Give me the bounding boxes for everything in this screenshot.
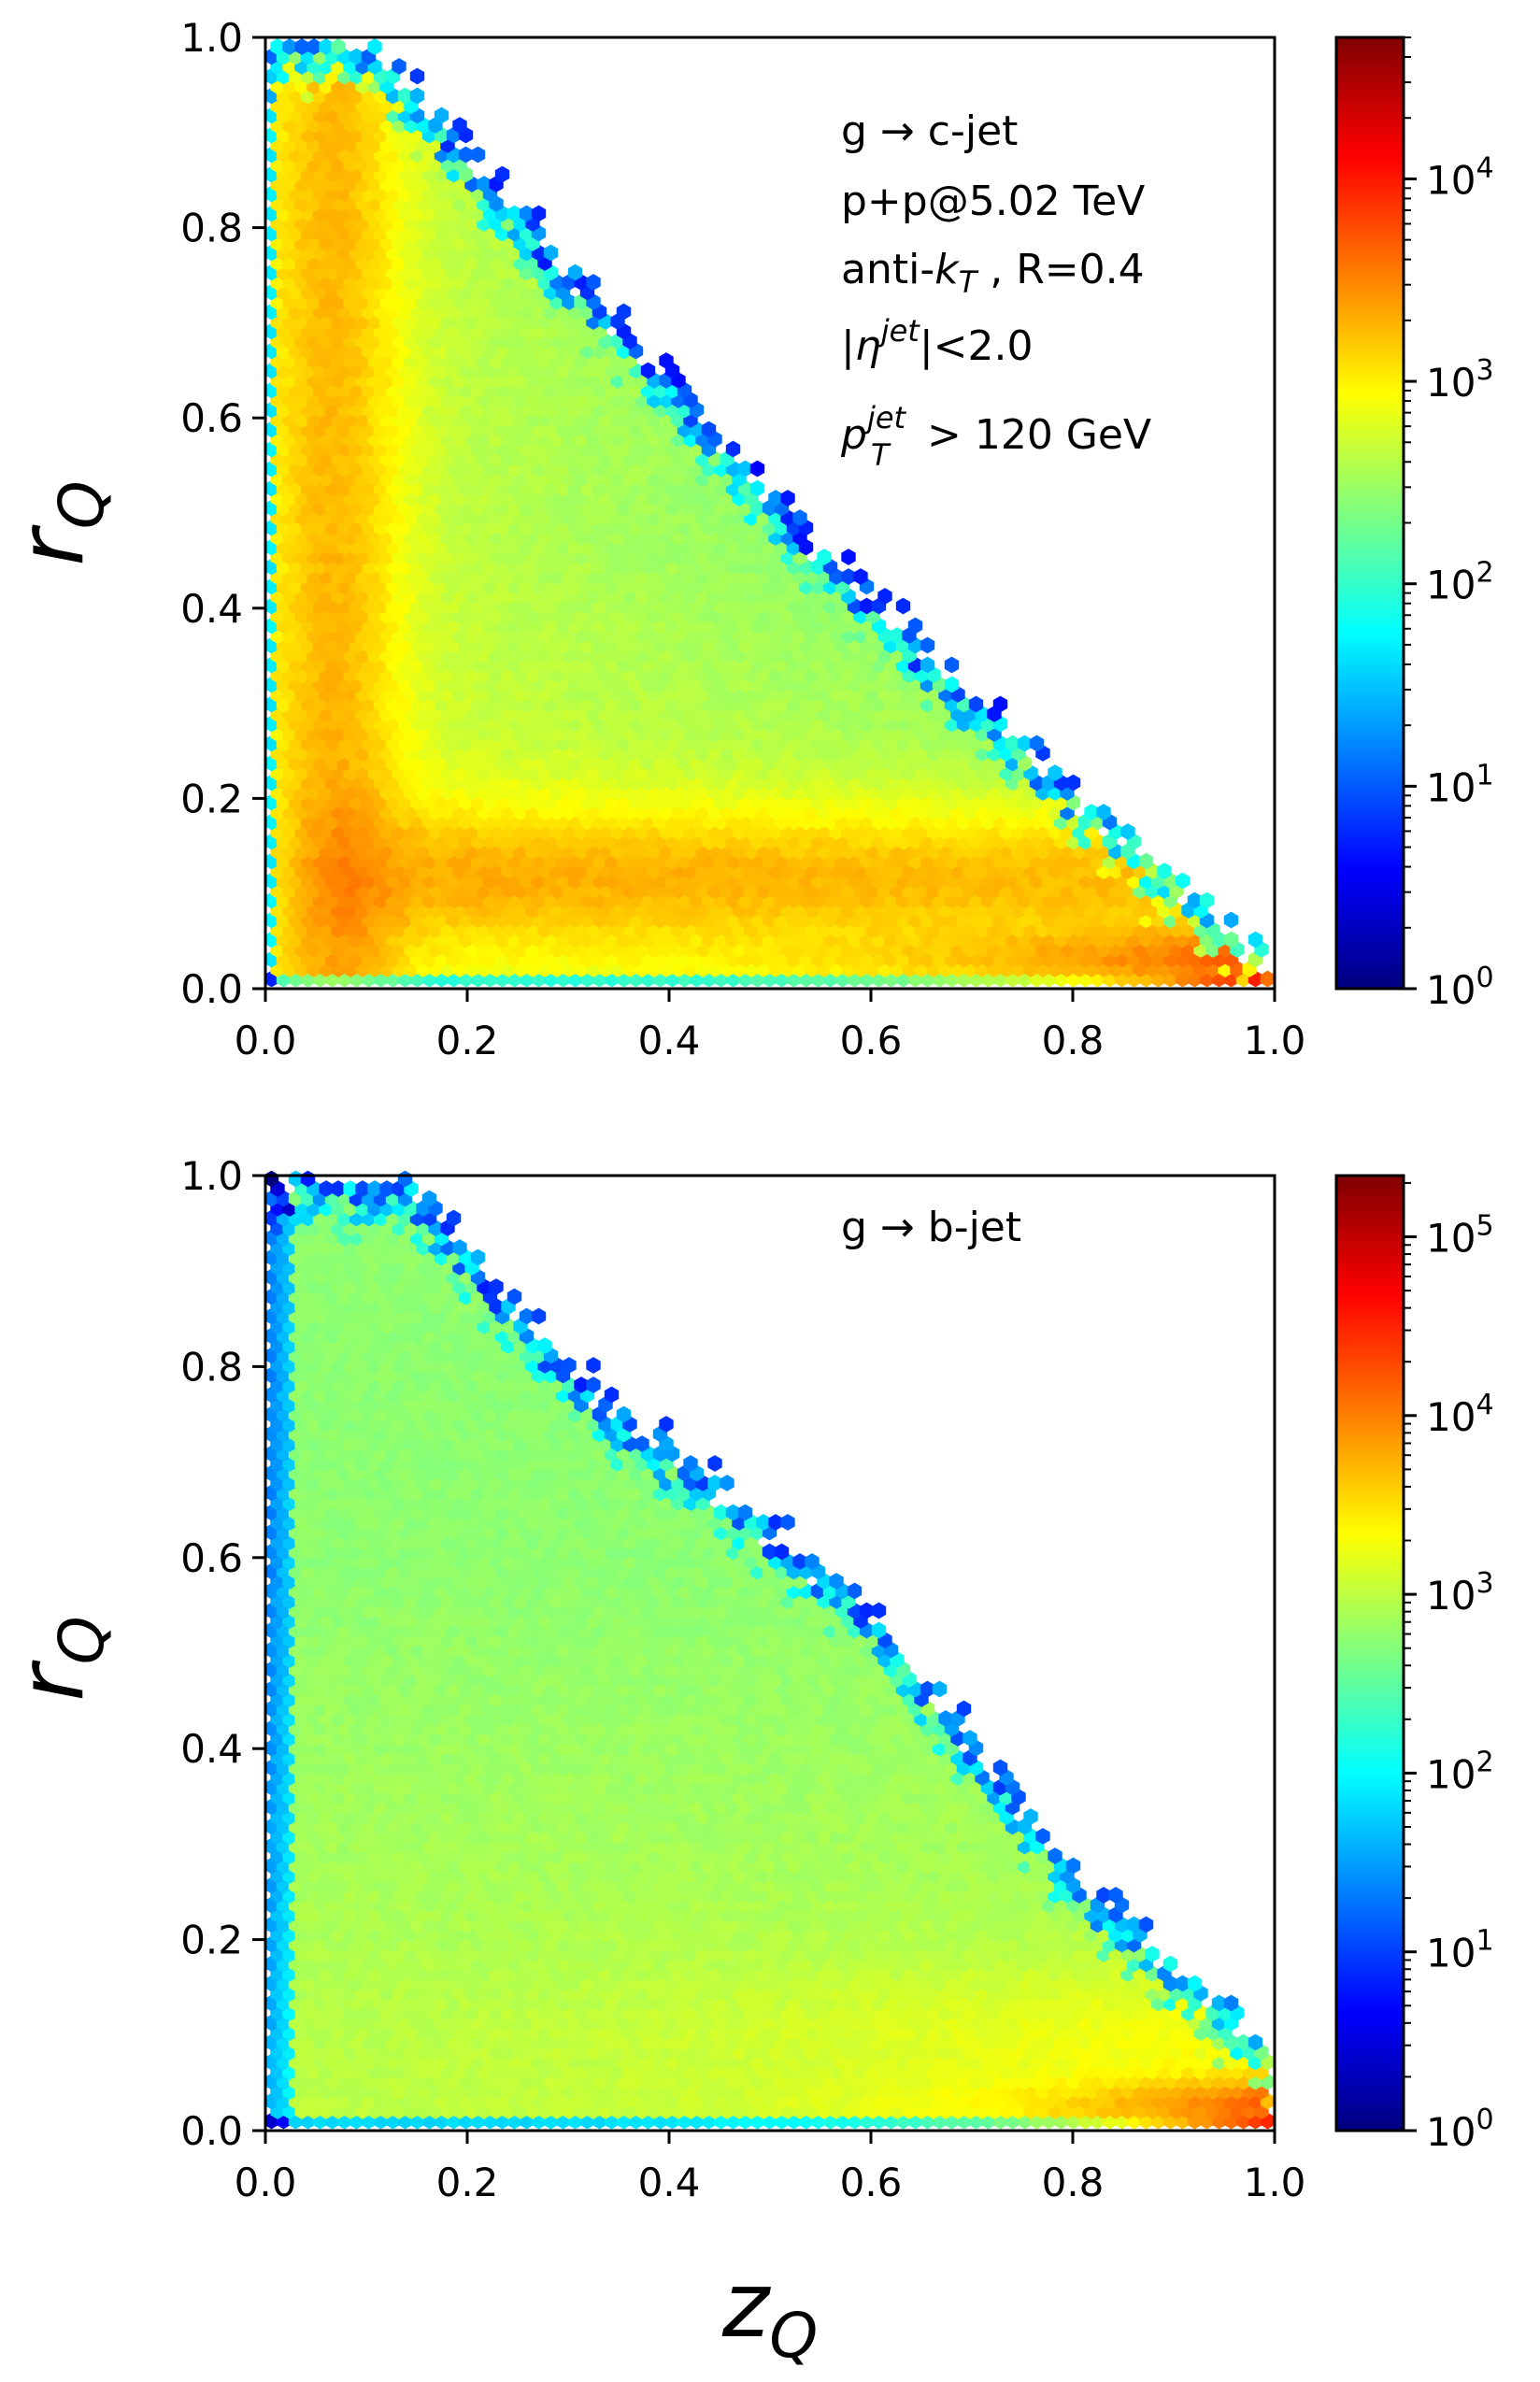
hexbin [1138, 852, 1154, 870]
hexbin [895, 597, 911, 615]
annotation-energy: p+p@5.02 TeV [841, 178, 1145, 225]
x-tick-label: 1.0 [1244, 1018, 1306, 1063]
y-axis-title-sub: Q [46, 480, 118, 529]
x-tick-label: 0.0 [235, 1018, 297, 1063]
annotation-algorithm-pre: anti- [841, 246, 934, 293]
y-tick-label: 0.0 [180, 966, 243, 1012]
annotation-algorithm: anti-kT , R=0.4 [841, 246, 1145, 300]
y-axis-title-main: r [0, 524, 104, 566]
annotation-pt-post: > 120 GeV [914, 411, 1151, 459]
hexbin [1187, 891, 1203, 909]
colorbar: 100 101 102 103 104 [1334, 36, 1494, 1013]
annotation-eta-symbol: η [855, 322, 881, 370]
annotation-pt-sub: T [871, 437, 891, 473]
annotation-pt-p: p [840, 411, 867, 459]
y-axis-ticks: 0.0 0.2 0.4 0.6 0.8 1.0 [180, 15, 265, 1012]
heatmap-hexbins [264, 38, 1276, 988]
colorbar-tick-label: 104 [1426, 151, 1494, 203]
panel-c-jet: 0.0 0.2 0.4 0.6 0.8 1.0 0.0 0.2 0.4 0.6 0.8 1.0 rQ… [0, 15, 1494, 1063]
hexbin [920, 636, 935, 654]
x-tick-label: 0.8 [1042, 1018, 1105, 1063]
hexbin [749, 460, 765, 478]
y-tick-label: 0.4 [180, 586, 243, 632]
colorbar-tick-label: 103 [1426, 354, 1494, 406]
hexbin [1223, 911, 1239, 929]
x-tick-label: 0.6 [840, 1018, 903, 1063]
hexbin [1157, 863, 1172, 879]
annotation-eta-post: |<2.0 [920, 322, 1034, 370]
y-tick-label: 0.2 [180, 776, 243, 821]
hexbin [1260, 970, 1276, 988]
hexbin [470, 146, 486, 164]
colorbar-ticks: 100 101 102 103 104 [1404, 36, 1494, 1013]
x-tick-label: 0.4 [638, 1018, 701, 1063]
x-tick-label: 0.2 [436, 1018, 499, 1063]
x-axis-ticks: 0.0 0.2 0.4 0.6 0.8 1.0 [235, 989, 1306, 1063]
hexbin [1223, 931, 1239, 949]
y-tick-label: 0.8 [180, 206, 243, 251]
annotation-pt-cut: pjet T > 120 GeV [840, 400, 1151, 473]
y-tick-label: 0.6 [180, 395, 243, 441]
heatmap-hexbins [264, 1170, 1276, 2130]
y-axis-title: rQ [0, 480, 118, 565]
colorbar-tick-label: 101 [1426, 759, 1494, 810]
annotation-eta-sup: jet [877, 313, 921, 349]
y-tick-label: 1.0 [180, 15, 243, 61]
annotation-algorithm-k: k [934, 246, 960, 293]
annotation-block: g → c-jet p+p@5.02 TeV anti-kT , R=0.4 |… [840, 107, 1151, 473]
annotation-eta-cut: |ηjet|<2.0 [841, 313, 1034, 370]
hexbin [1175, 872, 1191, 890]
colorbar-tick-label: 100 [1426, 962, 1494, 1013]
hexbin [841, 549, 856, 565]
annotation-process: g → c-jet [841, 107, 1018, 155]
hexbin [1248, 931, 1263, 949]
colorbar-gradient [1334, 36, 1405, 991]
colorbar-tick-label: 102 [1426, 557, 1494, 608]
hexbin [1199, 891, 1215, 909]
panel-b-jet: 0.00.20.40.60.81.0 0.0 0.2 0.4 0.6 0.8 1.0 rQ… [0, 1153, 1494, 2372]
hexbin [944, 656, 960, 674]
annotation-eta-pre: | [841, 322, 855, 370]
annotation-pt-sup: jet [863, 400, 907, 435]
hexbin [409, 67, 425, 85]
annotation-algorithm-post: , R=0.4 [977, 246, 1144, 293]
